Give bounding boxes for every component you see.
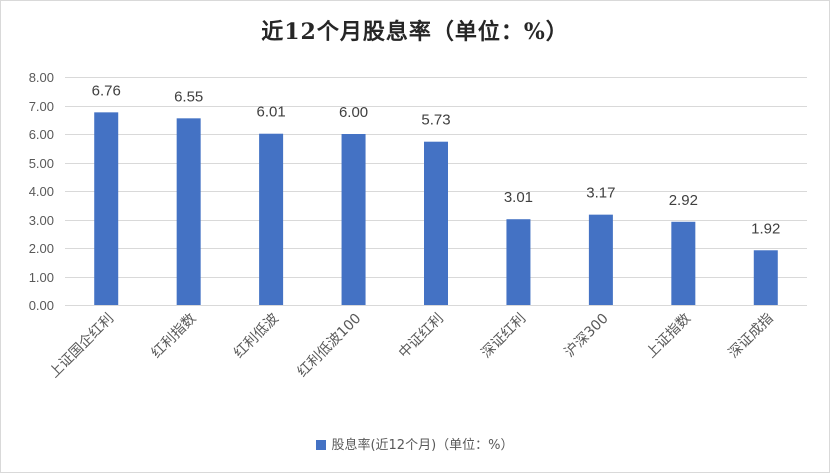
data-label: 3.17 <box>586 185 615 202</box>
category-label: 上证指数 <box>643 311 694 362</box>
bar <box>588 214 613 305</box>
category-label: 中证红利 <box>396 311 447 362</box>
data-label: 5.73 <box>421 112 450 129</box>
data-label: 6.01 <box>257 104 286 121</box>
data-label: 6.76 <box>92 82 121 99</box>
category-label: 红利低波 <box>231 311 282 362</box>
bar <box>671 221 696 305</box>
category-label: 深证红利 <box>478 311 529 362</box>
y-tick-label: 0.00 <box>29 298 54 313</box>
data-label: 1.92 <box>751 220 780 237</box>
legend-swatch <box>316 440 327 450</box>
bar <box>94 112 119 305</box>
bar <box>506 219 531 305</box>
legend: 股息率(近12个月)（单位：%） <box>0 434 830 453</box>
chart-title: 近12个月股息率（单位：%） <box>261 19 569 45</box>
y-axis-tick-labels: 0.00 1.00 2.00 3.00 4.00 5.00 6.00 7.00 8.00 <box>29 70 54 313</box>
bar <box>259 133 284 305</box>
y-tick-label: 4.00 <box>29 184 54 199</box>
legend-label: 股息率(近12个月)（单位：%） <box>331 438 514 453</box>
data-label: 6.00 <box>339 104 368 121</box>
bar <box>753 250 778 305</box>
y-tick-label: 2.00 <box>29 241 54 256</box>
bars <box>94 112 778 305</box>
y-tick-label: 5.00 <box>29 156 54 171</box>
y-tick-label: 6.00 <box>29 127 54 142</box>
bar <box>424 141 448 305</box>
y-tick-label: 7.00 <box>29 99 54 114</box>
data-label: 3.01 <box>504 189 533 206</box>
y-tick-label: 8.00 <box>29 70 54 85</box>
category-label: 上证国企红利 <box>46 310 117 381</box>
category-label: 红利指数 <box>149 311 200 362</box>
x-axis-category-labels: 上证国企红利 红利指数 红利低波 红利低波100 中证红利 深证红利 沪深300 上证指数 深证… <box>46 310 777 381</box>
category-label: 红利低波100 <box>295 311 365 381</box>
bar <box>341 134 366 305</box>
y-tick-label: 3.00 <box>29 213 54 228</box>
category-label: 沪深300 <box>562 311 612 361</box>
data-labels: 6.76 6.55 6.01 6.00 5.73 3.01 3.17 2.92 1.92 <box>92 82 781 237</box>
data-label: 2.92 <box>669 192 698 209</box>
data-label: 6.55 <box>174 88 203 105</box>
bar <box>176 118 201 305</box>
category-label: 深证成指 <box>726 311 777 362</box>
y-tick-label: 1.00 <box>29 270 54 285</box>
